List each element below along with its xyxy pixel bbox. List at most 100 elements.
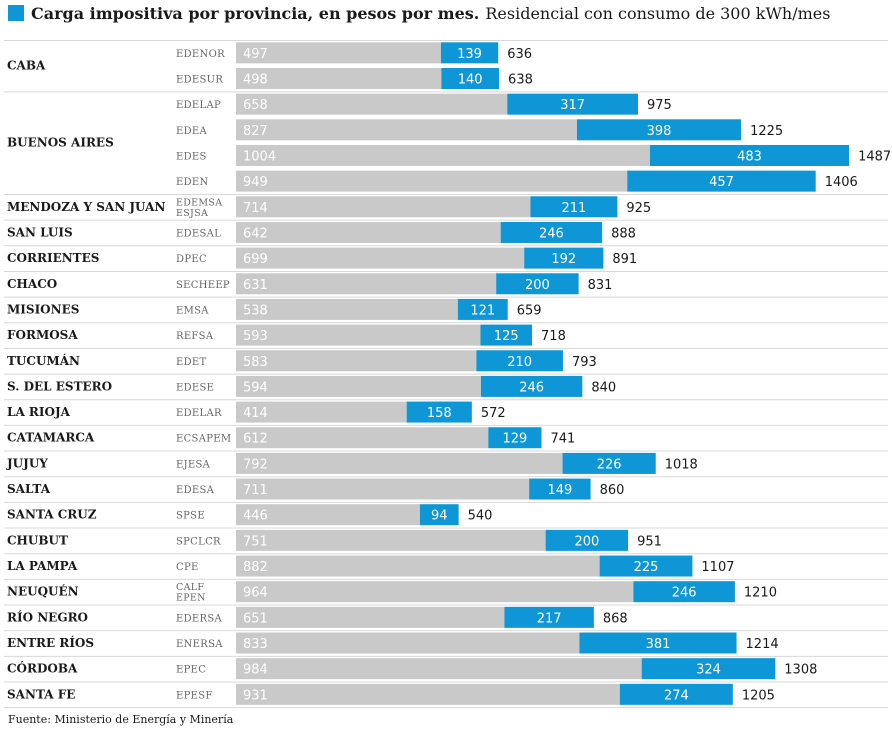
tax-value-label: 139 xyxy=(457,47,482,62)
total-value-label: 1205 xyxy=(742,688,775,703)
base-bar xyxy=(236,196,531,218)
tax-value-label: 149 xyxy=(547,483,572,498)
province-label: CHACO xyxy=(7,277,57,291)
base-bar xyxy=(236,529,546,551)
tax-value-label: 381 xyxy=(646,637,671,652)
base-bar xyxy=(236,350,477,372)
base-value-label: 827 xyxy=(243,124,268,139)
tax-bar xyxy=(524,247,604,269)
total-value-label: 1406 xyxy=(825,175,858,190)
company-label: EDET xyxy=(176,357,207,368)
province-label: FORMOSA xyxy=(7,328,78,342)
tax-bar xyxy=(500,221,603,243)
tax-bar xyxy=(641,658,776,680)
tax-bar xyxy=(496,273,579,295)
province-label: S. DEL ESTERO xyxy=(7,379,112,393)
company-label: SPCLCR xyxy=(176,536,221,547)
base-bar xyxy=(236,273,497,295)
total-value-label: 1308 xyxy=(784,663,817,678)
base-value-label: 714 xyxy=(243,201,268,216)
tax-bar xyxy=(457,298,508,320)
base-bar xyxy=(236,247,525,269)
tax-value-label: 192 xyxy=(551,252,576,267)
base-value-label: 583 xyxy=(243,355,268,370)
tax-bar xyxy=(480,375,583,397)
tax-bar xyxy=(476,350,563,372)
base-bar xyxy=(236,42,441,64)
province-label: JUJUY xyxy=(6,456,48,470)
base-value-label: 984 xyxy=(243,663,268,678)
base-bar xyxy=(236,427,489,449)
base-value-label: 711 xyxy=(243,483,268,498)
total-value-label: 1487 xyxy=(858,149,891,164)
total-value-label: 540 xyxy=(468,509,493,524)
base-value-label: 631 xyxy=(243,278,268,293)
company-label: EDEA xyxy=(176,126,208,137)
tax-bar xyxy=(507,93,638,115)
tax-bar xyxy=(488,427,542,449)
base-bar xyxy=(236,144,650,166)
base-value-label: 658 xyxy=(243,98,268,113)
tax-bar xyxy=(579,632,737,654)
province-label: CHUBUT xyxy=(7,533,68,547)
base-value-label: 594 xyxy=(243,380,268,395)
total-value-label: 840 xyxy=(591,380,616,395)
tax-bar xyxy=(480,324,533,346)
company-label: ECSAPEM xyxy=(176,434,231,445)
tax-value-label: 226 xyxy=(597,457,622,472)
tax-bar xyxy=(441,67,500,89)
base-value-label: 642 xyxy=(243,226,268,241)
total-value-label: 793 xyxy=(572,355,597,370)
tax-value-label: 457 xyxy=(709,175,734,190)
base-value-label: 792 xyxy=(243,457,268,472)
total-value-label: 638 xyxy=(508,72,533,87)
tax-value-label: 125 xyxy=(494,329,519,344)
tax-value-label: 158 xyxy=(427,406,452,421)
tax-bar xyxy=(649,144,850,166)
tax-value-label: 246 xyxy=(539,226,564,241)
base-value-label: 414 xyxy=(243,406,268,421)
province-label: NEUQUÉN xyxy=(7,584,79,599)
total-value-label: 925 xyxy=(626,201,651,216)
base-value-label: 699 xyxy=(243,252,268,267)
tax-bar xyxy=(440,42,499,64)
tax-value-label: 483 xyxy=(737,149,762,164)
legend-swatch-icon xyxy=(8,5,24,21)
base-bar xyxy=(236,478,530,500)
tax-value-label: 317 xyxy=(560,98,585,113)
base-value-label: 651 xyxy=(243,611,268,626)
base-bar xyxy=(236,119,577,141)
tax-value-label: 217 xyxy=(537,611,562,626)
company-label: EDEN xyxy=(176,177,209,188)
chart-header: Carga impositiva por provincia, en pesos… xyxy=(8,3,830,23)
company-label: ESJSA xyxy=(176,208,208,219)
total-value-label: 888 xyxy=(611,226,636,241)
base-value-label: 446 xyxy=(243,509,268,524)
total-value-label: 951 xyxy=(637,534,662,549)
province-label: ENTRE RÍOS xyxy=(7,635,94,650)
province-label: CÓRDOBA xyxy=(7,660,78,676)
tax-value-label: 210 xyxy=(507,355,532,370)
tax-bar xyxy=(504,606,594,628)
base-value-label: 964 xyxy=(243,586,268,601)
company-label: CPE xyxy=(176,562,199,573)
base-bar xyxy=(236,375,481,397)
base-bar xyxy=(236,683,620,705)
province-label: CABA xyxy=(7,59,46,73)
company-label: ENERSA xyxy=(176,639,223,650)
tax-bar xyxy=(633,581,735,603)
total-value-label: 659 xyxy=(517,303,542,318)
province-label: SANTA CRUZ xyxy=(7,508,97,522)
province-label: SANTA FE xyxy=(7,687,75,701)
tax-value-label: 211 xyxy=(561,201,586,216)
province-label: LA PAMPA xyxy=(7,559,78,573)
tax-value-label: 121 xyxy=(470,303,495,318)
total-value-label: 572 xyxy=(481,406,506,421)
tax-value-label: 140 xyxy=(458,72,483,87)
province-label: TUCUMÁN xyxy=(7,353,80,368)
company-label: EMSA xyxy=(176,305,209,316)
base-bar xyxy=(236,298,458,320)
company-label: EDENOR xyxy=(176,49,225,60)
base-bar xyxy=(236,452,563,474)
company-label: EDELAR xyxy=(176,408,222,419)
